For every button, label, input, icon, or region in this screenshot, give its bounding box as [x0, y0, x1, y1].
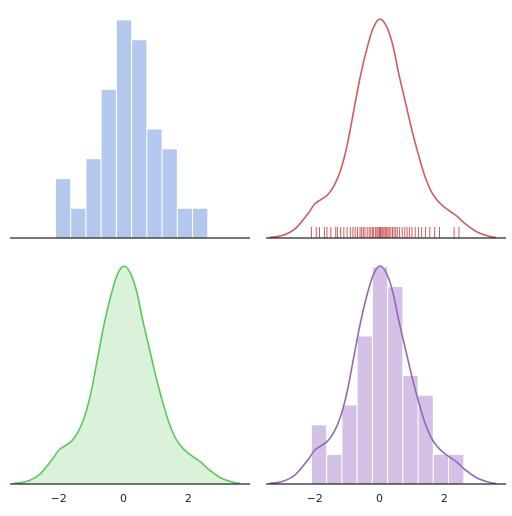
- histogram-bar: [387, 286, 404, 485]
- kde-line: [13, 265, 241, 485]
- kde-line: [269, 265, 497, 485]
- kde-area-fill: [13, 266, 241, 484]
- histogram-bar: [100, 88, 117, 239]
- x-tick-label: −2: [307, 492, 323, 505]
- histogram-bar: [356, 335, 373, 485]
- histogram-bar: [70, 207, 87, 239]
- histogram-bar: [146, 128, 163, 239]
- kde-line: [269, 18, 497, 239]
- panel-bottom-left-kde-shaded: −2 0 2: [10, 265, 250, 505]
- histogram-bar: [192, 207, 209, 239]
- histogram-bar: [371, 266, 389, 485]
- x-tick-label: 2: [185, 492, 192, 505]
- histogram-bar: [326, 453, 343, 485]
- histogram-bar: [310, 424, 328, 485]
- histogram-bar: [341, 404, 358, 485]
- histogram-bar: [131, 39, 148, 239]
- panel-bottom-right-hist-kde: −2 0 2: [266, 265, 506, 505]
- panel-top-left-histogram: [10, 19, 250, 239]
- panel-top-right-kde-rug: [266, 18, 506, 239]
- x-tick-label: 0: [376, 492, 383, 505]
- histogram-bar: [176, 207, 194, 239]
- histogram-bar: [432, 453, 450, 485]
- histogram-bar: [161, 148, 178, 239]
- histogram-bar: [54, 178, 72, 239]
- histogram-bar: [115, 19, 133, 239]
- x-tick-label: −2: [51, 492, 67, 505]
- x-tick-label: 0: [120, 492, 127, 505]
- x-tick-label: 2: [441, 492, 448, 505]
- histogram-bar: [85, 158, 102, 239]
